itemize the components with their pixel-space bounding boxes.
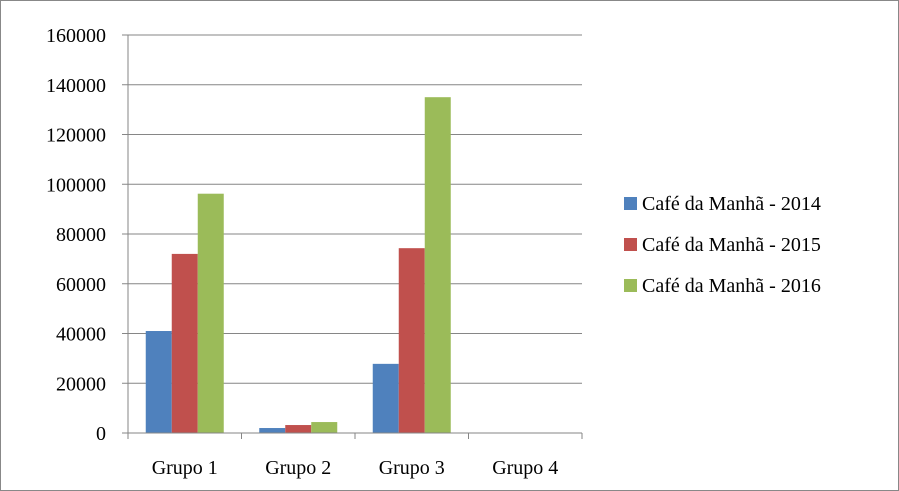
x-tick-label: Grupo 1: [152, 457, 218, 479]
bar: [372, 363, 399, 433]
bar: [145, 331, 172, 433]
legend: Café da Manhã - 2014 Café da Manhã - 2015…: [624, 193, 821, 297]
y-tick-label: 60000: [56, 274, 106, 296]
bars: [145, 97, 451, 433]
y-tick-label: 40000: [56, 324, 106, 346]
axes: [122, 34, 583, 439]
legend-swatch: [624, 238, 637, 251]
y-tick-label: 160000: [46, 25, 106, 47]
bar: [285, 425, 312, 433]
y-tick-label: 0: [96, 423, 106, 445]
bar: [398, 248, 425, 433]
y-tick-label: 80000: [56, 224, 106, 246]
bar: [311, 422, 338, 433]
legend-label: Café da Manhã - 2015: [642, 234, 821, 256]
y-tick-label: 20000: [56, 373, 106, 395]
legend-swatch: [624, 197, 637, 210]
legend-label: Café da Manhã - 2014: [642, 193, 821, 215]
x-tick-label: Grupo 4: [492, 457, 558, 479]
bar: [259, 428, 286, 433]
bar: [197, 193, 224, 433]
bar: [171, 253, 198, 433]
y-tick-labels: 0 20000 40000 60000 80000 100000 120000 140000 1…: [46, 25, 106, 445]
x-tick-label: Grupo 3: [379, 457, 445, 479]
y-tick-label: 140000: [46, 75, 106, 97]
x-tick-label: Grupo 2: [265, 457, 331, 479]
x-tick-labels: Grupo 1 Grupo 2 Grupo 3 Grupo 4: [152, 457, 559, 479]
bar: [424, 97, 451, 433]
y-tick-label: 100000: [46, 174, 106, 196]
legend-label: Café da Manhã - 2016: [642, 275, 821, 297]
legend-swatch: [624, 279, 637, 292]
y-tick-label: 120000: [46, 125, 106, 147]
